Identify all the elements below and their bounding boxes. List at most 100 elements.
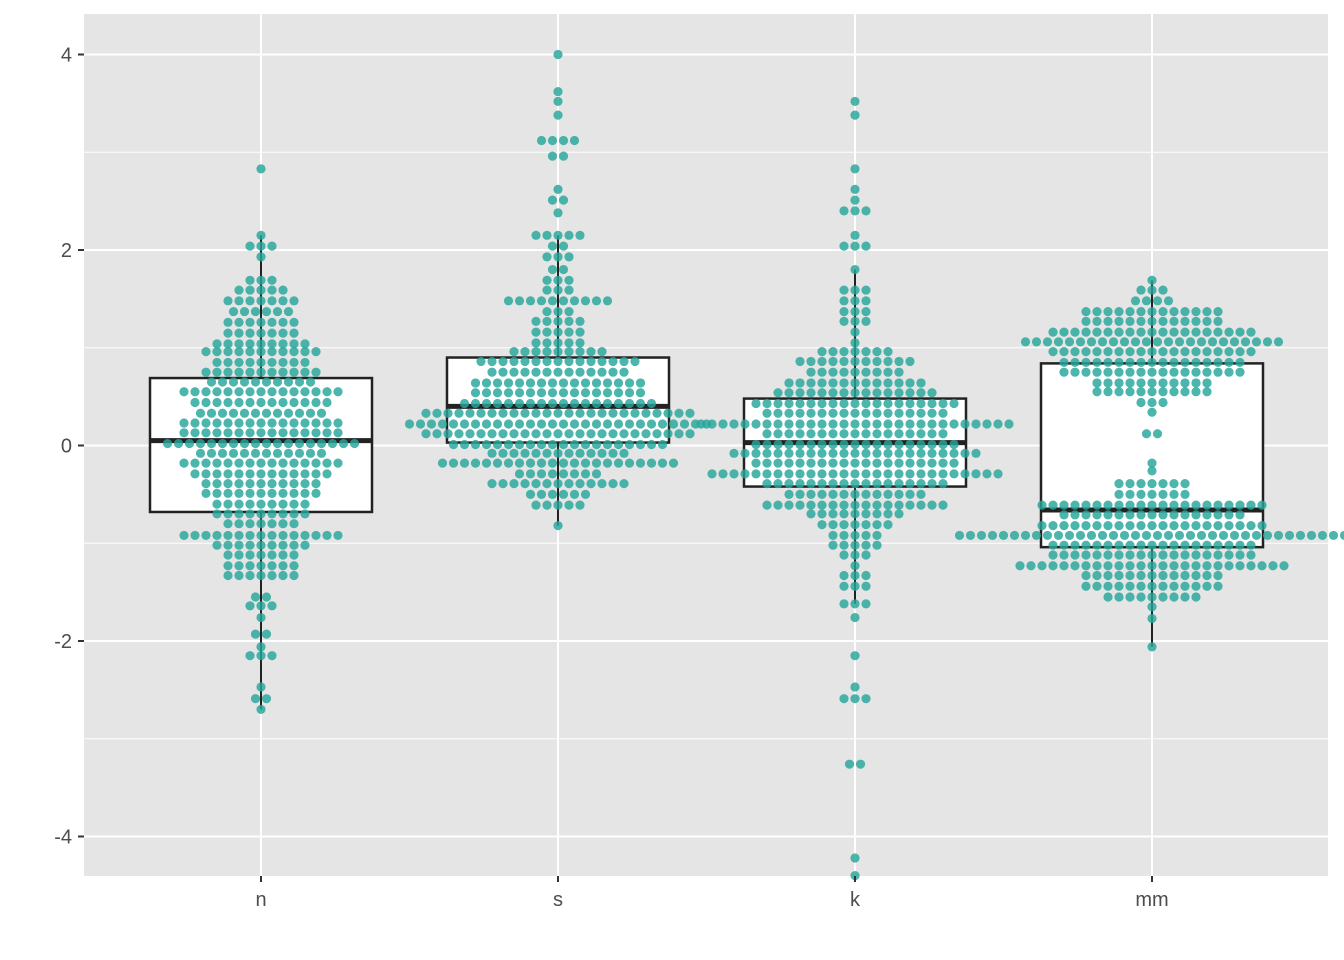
data-point (1114, 387, 1124, 397)
data-point (613, 398, 624, 409)
data-point (1180, 550, 1190, 560)
data-point (1147, 592, 1157, 602)
data-point (234, 296, 244, 306)
data-point (415, 419, 426, 429)
data-point (861, 439, 871, 450)
data-point (1081, 347, 1091, 357)
data-point (619, 367, 629, 377)
data-point (1141, 296, 1152, 306)
data-point (256, 285, 266, 295)
data-point (1081, 561, 1091, 571)
data-point (459, 419, 470, 429)
data-point (806, 448, 816, 458)
data-point (558, 469, 569, 479)
data-point (1169, 550, 1179, 560)
data-point (1158, 397, 1168, 408)
data-point (1114, 306, 1124, 317)
data-point (223, 428, 233, 438)
data-point (844, 759, 855, 769)
data-point (740, 469, 750, 479)
data-point (1268, 561, 1278, 571)
data-point (525, 489, 536, 499)
data-point (256, 339, 266, 349)
data-point (448, 458, 459, 468)
data-point (294, 438, 305, 449)
data-point (580, 296, 591, 306)
data-point (278, 367, 288, 377)
data-point (283, 438, 294, 449)
data-point (316, 448, 327, 458)
data-point (239, 448, 250, 458)
data-point (1136, 570, 1146, 581)
data-point (839, 479, 849, 489)
data-point (217, 438, 228, 449)
data-point (1174, 530, 1185, 541)
data-point (278, 530, 288, 541)
data-point (608, 367, 618, 377)
data-point (1103, 357, 1113, 368)
data-point (795, 408, 805, 418)
data-point (1257, 500, 1267, 510)
data-point (525, 398, 536, 409)
data-point (536, 388, 547, 398)
data-point (267, 651, 277, 661)
data-point (795, 479, 805, 489)
data-point (916, 439, 926, 450)
data-point (536, 439, 547, 450)
data-point (1224, 550, 1234, 560)
data-point (905, 439, 915, 450)
data-point (1191, 500, 1201, 510)
data-point (437, 458, 448, 468)
data-point (828, 439, 838, 450)
data-point (1136, 357, 1146, 368)
data-point (531, 479, 541, 489)
data-point (1158, 500, 1168, 510)
data-point (525, 458, 536, 468)
data-point (850, 561, 860, 571)
data-point (894, 378, 904, 388)
data-point (1048, 347, 1058, 357)
data-point (514, 469, 525, 479)
data-point (1136, 500, 1146, 510)
data-point (558, 439, 569, 450)
data-point (536, 378, 547, 388)
data-point (960, 448, 970, 458)
data-point (1191, 592, 1201, 602)
data-point (1114, 540, 1124, 550)
data-point (883, 378, 893, 388)
data-point (1103, 581, 1113, 591)
data-point (591, 388, 602, 398)
data-point (542, 347, 552, 357)
data-point (1191, 581, 1201, 591)
data-point (300, 347, 310, 357)
data-point (256, 428, 266, 438)
data-point (1224, 357, 1234, 368)
data-point (1125, 306, 1135, 317)
data-point (850, 520, 860, 530)
data-point (564, 285, 574, 295)
data-point (1213, 550, 1223, 560)
data-point (212, 530, 222, 541)
data-point (894, 500, 904, 510)
data-point (905, 378, 915, 388)
data-point (542, 230, 552, 240)
data-point (261, 306, 272, 317)
data-point (586, 408, 596, 418)
data-point (916, 378, 926, 388)
data-point (1158, 306, 1168, 317)
data-point (223, 387, 233, 397)
data-point (201, 488, 211, 498)
data-point (1235, 521, 1245, 531)
data-point (245, 296, 255, 306)
data-point (1180, 561, 1190, 571)
data-point (850, 429, 860, 439)
data-point (1158, 550, 1168, 560)
data-point (542, 448, 552, 458)
data-point (751, 469, 761, 479)
data-point (250, 448, 261, 458)
data-point (905, 429, 915, 439)
data-point (492, 439, 503, 450)
data-point (916, 408, 926, 418)
data-point (1169, 561, 1179, 571)
